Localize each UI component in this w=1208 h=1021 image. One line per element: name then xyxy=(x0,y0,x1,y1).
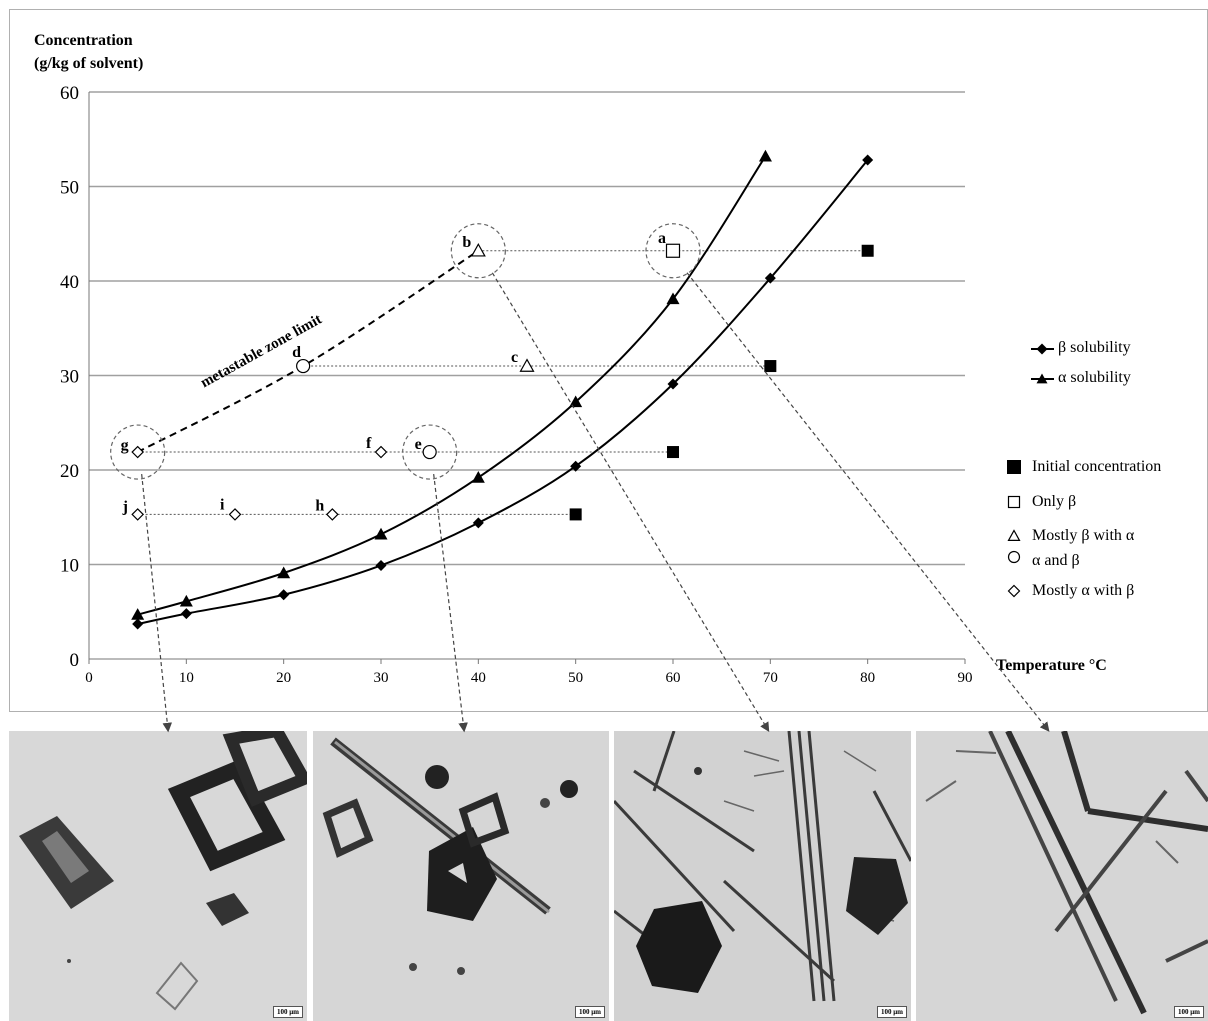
y-tick-label: 20 xyxy=(60,461,79,482)
alpha-solubility-point xyxy=(471,471,485,483)
highlight-circle-e xyxy=(402,424,458,480)
micrograph-b: 100 μm xyxy=(614,731,911,1021)
x-tick-label: 20 xyxy=(276,670,291,686)
initial-concentration-point xyxy=(569,508,582,521)
scale-bar: 100 μm xyxy=(574,1006,605,1018)
legend-label-initial-concentration: Initial concentration xyxy=(1032,458,1162,475)
series-line-beta xyxy=(137,159,869,626)
x-tick-label: 90 xyxy=(958,670,973,686)
observation-d-label: d xyxy=(292,344,301,361)
x-tick-label: 40 xyxy=(471,670,486,686)
metastable-zone-limit-label: metastable zone limit xyxy=(198,311,325,391)
legend-marker-6 xyxy=(1007,584,1021,598)
legend-marker-5 xyxy=(1007,550,1021,564)
alpha-solubility-point xyxy=(758,149,772,162)
legend-marker-4 xyxy=(1007,529,1021,542)
legend-label-alpha-solubility: α solubility xyxy=(1058,369,1131,386)
scale-bar: 100 μm xyxy=(876,1006,907,1018)
observation-d-marker xyxy=(296,358,311,374)
beta-solubility-point xyxy=(132,618,144,630)
micrograph-e: 100 μm xyxy=(313,731,609,1021)
micrograph-strip: 100 μm 100 μm xyxy=(9,731,1208,1021)
observation-h-label: h xyxy=(315,497,324,514)
observation-a-label: a xyxy=(658,230,666,247)
x-tick-label: 50 xyxy=(568,670,583,686)
x-tick-label: 0 xyxy=(85,670,93,686)
legend-label-only-beta: Only β xyxy=(1032,493,1077,510)
micrograph-a: 100 μm xyxy=(916,731,1208,1021)
observation-f-label: f xyxy=(366,435,372,452)
x-tick-label: 70 xyxy=(763,670,778,686)
legend-marker-0 xyxy=(1036,343,1048,355)
legend-label-beta-solubility: β solubility xyxy=(1058,339,1131,356)
x-tick-label: 60 xyxy=(666,670,681,686)
beta-solubility-point xyxy=(180,608,192,620)
initial-concentration-point xyxy=(861,244,874,257)
y-tick-label: 40 xyxy=(60,272,79,293)
y-axis-label-line-2: (g/kg of solvent) xyxy=(34,55,144,72)
observation-i-label: i xyxy=(220,496,225,513)
x-tick-label: 10 xyxy=(179,670,194,686)
observation-j-label: j xyxy=(122,498,128,515)
y-tick-label: 60 xyxy=(60,83,79,104)
legend-label-alpha-and-beta: α and β xyxy=(1032,552,1080,569)
alpha-solubility-point xyxy=(277,566,291,579)
observation-e-marker xyxy=(422,444,437,460)
beta-solubility-point xyxy=(472,517,484,529)
observation-b-marker xyxy=(470,243,486,257)
highlight-circle-b xyxy=(450,223,506,279)
alpha-solubility-point xyxy=(374,527,388,540)
observation-j-marker xyxy=(131,508,145,521)
chart-plot: 0 10 20 30 40 50 60 0 10 20 30 40 50 60 70 80 90 metastab… xyxy=(60,83,1054,686)
beta-solubility-point xyxy=(278,589,290,601)
x-tick-label: 80 xyxy=(860,670,875,686)
observation-e-label: e xyxy=(415,436,422,453)
chart-panel: 0 10 20 30 40 50 60 0 10 20 30 40 50 60 70 80 90 metastab… xyxy=(9,9,1208,712)
observation-h-marker xyxy=(325,508,339,521)
alpha-solubility-point xyxy=(131,608,145,620)
initial-concentration-point xyxy=(764,360,777,373)
alpha-solubility-point xyxy=(179,594,193,607)
legend-label-mostly-beta-with-alpha: Mostly β with α xyxy=(1032,527,1135,544)
legend-label-mostly-alpha-with-beta: Mostly α with β xyxy=(1032,582,1135,599)
x-tick-label: 30 xyxy=(374,670,389,686)
y-tick-label: 10 xyxy=(60,556,79,577)
observation-g-marker xyxy=(131,445,145,459)
beta-solubility-point xyxy=(375,559,387,571)
y-tick-label: 50 xyxy=(60,178,79,199)
beta-solubility-point xyxy=(862,154,874,166)
scale-bar: 100 μm xyxy=(1173,1006,1204,1018)
micrograph-g: 100 μm xyxy=(9,731,307,1021)
y-tick-label: 0 xyxy=(70,650,80,671)
observation-i-marker xyxy=(228,508,242,521)
observation-f-marker xyxy=(374,445,388,459)
observation-g-label: g xyxy=(121,437,129,454)
legend-marker-2 xyxy=(1007,460,1021,474)
observation-c-marker xyxy=(519,358,535,372)
initial-concentration-point xyxy=(667,446,679,459)
observation-a-marker xyxy=(665,243,681,258)
legend-marker-3 xyxy=(1007,495,1021,509)
scale-bar: 100 μm xyxy=(272,1006,303,1018)
highlight-circle-g xyxy=(110,424,166,480)
y-tick-label: 30 xyxy=(60,367,79,388)
observation-c-label: c xyxy=(511,349,518,366)
observation-b-label: b xyxy=(462,234,471,251)
y-axis-label-line-1: Concentration xyxy=(34,32,133,49)
x-axis-label: Temperature °C xyxy=(996,657,1107,674)
